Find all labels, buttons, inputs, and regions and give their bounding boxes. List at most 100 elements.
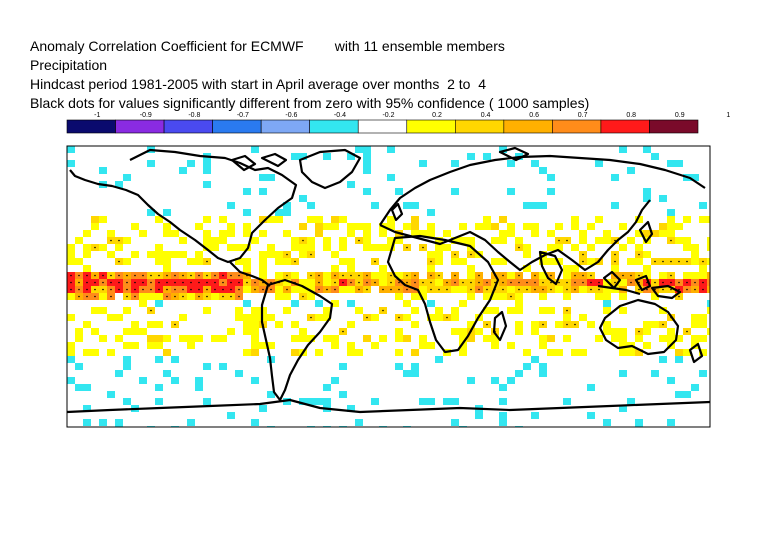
colorbar-tick-label: -0.6 [285,112,297,119]
significance-dot [558,281,560,284]
significance-dot [478,288,480,291]
field-cell [83,251,91,258]
field-cell [435,237,443,244]
field-cell [131,251,139,258]
field-cell [387,237,395,244]
field-cell [403,314,411,321]
field-cell [683,272,691,279]
field-cell [323,153,331,160]
field-cell [619,342,627,349]
field-cell [507,377,515,384]
field-cell [339,391,347,398]
field-cell [339,258,347,265]
significance-dot [566,239,568,242]
significance-dot [702,281,704,284]
significance-dot [318,274,320,277]
field-cell [691,258,699,265]
field-cell [491,293,499,300]
significance-dot [206,260,208,263]
field-cell [467,335,475,342]
field-cell [659,272,667,279]
field-cell [307,279,315,286]
field-cell [451,314,459,321]
field-cell [355,223,363,230]
significance-dot [622,274,624,277]
significance-dot [686,288,688,291]
field-cell [363,188,371,195]
field-cell [99,335,107,342]
significance-dot [150,288,152,291]
significance-dot [158,288,160,291]
field-cell [251,335,259,342]
field-cell [651,370,659,377]
colorbar: -1 -0.9 -0.8 -0.7 -0.6 -0.4 -0.2 0.2 0.4 0.6 0.7 0.… [66,112,730,134]
field-cell [99,216,107,223]
field-cell [155,251,163,258]
field-cell [683,216,691,223]
field-cell [427,230,435,237]
colorbar-tick-label: 0.7 [578,112,588,119]
field-cell [547,258,555,265]
field-cell [291,244,299,251]
field-cell [635,244,643,251]
field-cell [291,272,299,279]
field-cell [699,321,707,328]
field-cell [699,349,707,356]
field-cell [323,272,331,279]
field-cell [699,335,707,342]
significance-dot [526,281,528,284]
significance-dot [686,260,688,263]
significance-dot [694,288,696,291]
significance-dot [206,288,208,291]
significance-dot [166,274,168,277]
field-cell [259,265,267,272]
significance-dot [118,260,120,263]
field-cell [283,307,291,314]
field-cell [219,363,227,370]
significance-dot [142,274,144,277]
field-cell [667,230,675,237]
field-cell [355,146,363,153]
field-cell [115,370,123,377]
field-cell [243,258,251,265]
field-cell [187,419,195,426]
field-cell [363,335,371,342]
significance-dot [430,274,432,277]
field-cell [547,335,555,342]
significance-dot [566,323,568,326]
field-cell [83,321,91,328]
significance-dot [238,274,240,277]
field-cell [451,328,459,335]
significance-dot [102,274,104,277]
field-cell [659,195,667,202]
field-cell [283,209,291,216]
field-cell [531,223,539,230]
field-cell [75,363,83,370]
significance-dot [534,288,536,291]
field-cell [203,363,211,370]
significance-dot [542,323,544,326]
significance-dot [358,239,360,242]
field-cell [195,377,203,384]
field-cell [331,342,339,349]
significance-dot [550,281,552,284]
field-cell [579,230,587,237]
field-cell [83,265,91,272]
field-cell [515,328,523,335]
field-cell [131,223,139,230]
field-cell [467,153,475,160]
field-cell [627,167,635,174]
significance-dot [486,281,488,284]
significance-dot [518,281,520,284]
field-cell [275,216,283,223]
field-cell [427,209,435,216]
field-cell [315,216,323,223]
significance-dot [406,281,408,284]
field-cell [363,237,371,244]
field-cell [259,272,267,279]
field-cell [323,335,331,342]
significance-dot [302,295,304,298]
field-cell [619,370,627,377]
field-cell [211,237,219,244]
colorbar-tick-label: -0.8 [188,112,200,119]
